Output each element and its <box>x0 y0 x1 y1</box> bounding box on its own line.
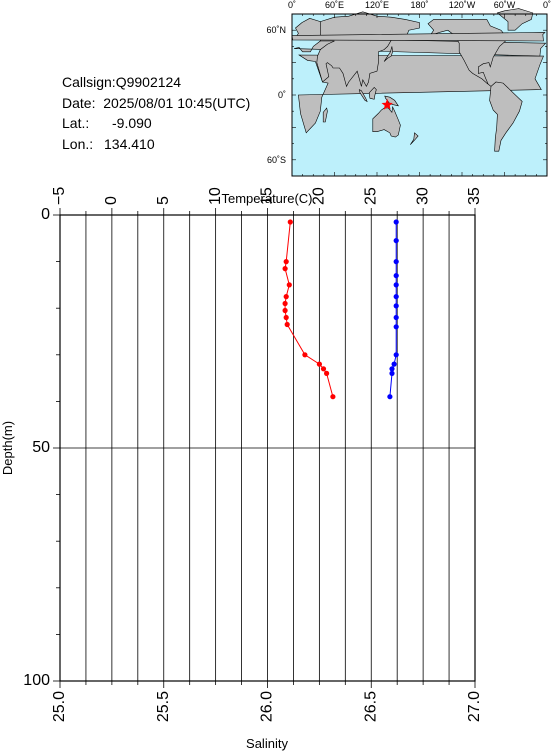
station-marker <box>381 98 393 110</box>
salinity-data-point <box>389 366 395 372</box>
temperature-data-point <box>282 266 288 272</box>
salinity-axis: 25.0 25.5 26.0 26.5 27.0 <box>51 681 483 722</box>
salinity-data-point <box>393 314 399 321</box>
salinity-tick-label: 26.0 <box>259 691 276 722</box>
salinity-data-point <box>393 324 399 330</box>
salinity-data-point <box>389 370 395 376</box>
salinity-data-point <box>393 219 399 225</box>
salinity-axis-title: Salinity <box>246 736 288 751</box>
longitude-label: Lon.: <box>62 135 94 152</box>
temperature-tick-label: 20 <box>311 187 328 205</box>
madagascar-landmass <box>322 107 328 123</box>
depth-tick-label: 0 <box>41 206 50 223</box>
temperature-data-point <box>324 370 330 376</box>
latitude-value: -9.090 <box>112 115 152 131</box>
depth-tick-label: 50 <box>32 439 50 456</box>
station-info: Callsign:Q9902124 Date: 2025/08/01 10:45… <box>62 72 250 154</box>
salinity-tick-label: 27.0 <box>466 691 483 722</box>
map-latitude-label: 60˚S <box>267 155 286 165</box>
chart-grid <box>59 215 476 681</box>
temperature-data-point <box>283 294 289 300</box>
salinity-tick-label: 25.0 <box>51 691 68 722</box>
map-axis-labels: 0˚ 60˚E 120˚E 180˚ 120˚W 60˚W 0˚ 60˚N 0˚ 60˚S <box>266 0 551 165</box>
longitude-value: 134.410 <box>104 135 155 152</box>
map-longitude-label: 180˚ <box>410 0 428 10</box>
australia-landmass <box>372 105 401 138</box>
temperature-data-point <box>330 394 336 400</box>
latitude-row: Lat.: -9.090 <box>62 113 250 134</box>
temperature-axis: −5 0 5 10 15 20 25 30 35 <box>51 187 483 215</box>
salinity-data-point <box>393 282 399 288</box>
salinity-data-point <box>393 303 399 309</box>
temperature-data-point <box>286 282 292 288</box>
temperature-data-point <box>283 314 289 321</box>
temperature-tick-label: 35 <box>466 187 483 205</box>
map-frame <box>291 13 548 177</box>
temperature-data-point <box>282 300 288 307</box>
sumatra-landmass <box>358 89 368 103</box>
asia-landmass <box>316 11 420 88</box>
temperature-data-point <box>316 361 322 367</box>
map-longitude-label: 120˚E <box>365 0 389 10</box>
salinity-data-point <box>391 361 397 367</box>
map-longitude-label: 120˚W <box>449 0 476 10</box>
new-zealand-landmass <box>410 132 419 145</box>
temperature-tick-label: 10 <box>207 187 224 205</box>
temperature-tick-label: 25 <box>362 187 379 205</box>
salinity-data-point <box>393 259 399 265</box>
station-star-icon <box>381 98 393 110</box>
map-longitude-label: 0˚ <box>543 0 551 10</box>
map-latitude-label: 0˚ <box>278 90 286 100</box>
japan-landmass <box>383 46 393 62</box>
temperature-tick-label: 15 <box>259 187 276 205</box>
latitude-label: Lat.: <box>62 115 90 131</box>
temperature-axis-title: Temperature(C) <box>221 191 312 206</box>
temperature-tick-label: 0 <box>103 196 120 205</box>
map-latitude-label: 60˚N <box>266 25 286 35</box>
temperature-tick-label: 5 <box>155 196 172 205</box>
new-guinea-landmass <box>384 95 399 107</box>
depth-axis-title: Depth(m) <box>0 421 15 475</box>
map-landmasses <box>291 8 547 152</box>
salinity-data-point <box>387 394 393 400</box>
map-longitude-label: 0˚ <box>288 0 296 10</box>
salinity-tick-label: 25.5 <box>155 691 172 722</box>
south-america-landmass <box>489 81 523 152</box>
temperature-data-point <box>320 366 327 372</box>
salinity-data-point <box>393 273 399 279</box>
temperature-data-point <box>284 321 290 328</box>
data-series <box>282 219 399 400</box>
temperature-data-point <box>283 259 289 265</box>
depth-tick-label: 100 <box>23 672 50 689</box>
temperature-tick-label: 30 <box>414 187 431 205</box>
temperature-data-point <box>287 219 293 225</box>
borneo-landmass <box>368 86 377 100</box>
date-text: Date: 2025/08/01 10:45(UTC) <box>62 94 251 111</box>
salinity-data-point <box>393 238 399 244</box>
temperature-data-point <box>302 352 308 358</box>
salinity-data-point <box>393 294 399 300</box>
temperature-tick-label: −5 <box>51 187 68 205</box>
callsign-text: Callsign:Q9902124 <box>62 74 182 90</box>
longitude-row: Lon.: 134.410 <box>62 134 250 155</box>
salinity-tick-label: 26.5 <box>362 691 379 722</box>
britain-landmass <box>291 32 546 42</box>
salinity-data-point <box>393 352 399 358</box>
temperature-profile-line <box>284 221 334 397</box>
map-longitude-label: 60˚E <box>325 0 344 10</box>
temperature-data-point <box>282 307 288 314</box>
depth-axis: 0 50 100 <box>23 206 60 689</box>
map-longitude-label: 60˚W <box>494 0 516 10</box>
